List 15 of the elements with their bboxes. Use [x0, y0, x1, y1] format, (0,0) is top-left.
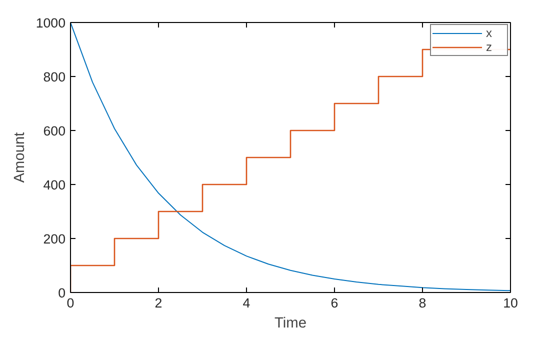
x-axis-title: Time — [274, 316, 307, 332]
x-tick-label: 6 — [330, 296, 338, 310]
y-tick-label: 600 — [43, 124, 66, 138]
x-tick-label: 8 — [418, 296, 426, 310]
legend-label: x — [486, 26, 493, 40]
x-tick-label: 4 — [242, 296, 251, 310]
y-tick-label: 0 — [58, 286, 66, 300]
y-tick-label: 1000 — [36, 16, 66, 30]
y-tick-label: 200 — [43, 232, 66, 246]
legend-label: z — [486, 40, 493, 54]
y-axis-title: Amount — [12, 132, 28, 183]
x-tick-label: 2 — [154, 296, 162, 310]
x-tick-label: 10 — [503, 296, 518, 310]
y-tick-label: 800 — [43, 70, 66, 84]
y-tick-label: 400 — [43, 178, 66, 192]
